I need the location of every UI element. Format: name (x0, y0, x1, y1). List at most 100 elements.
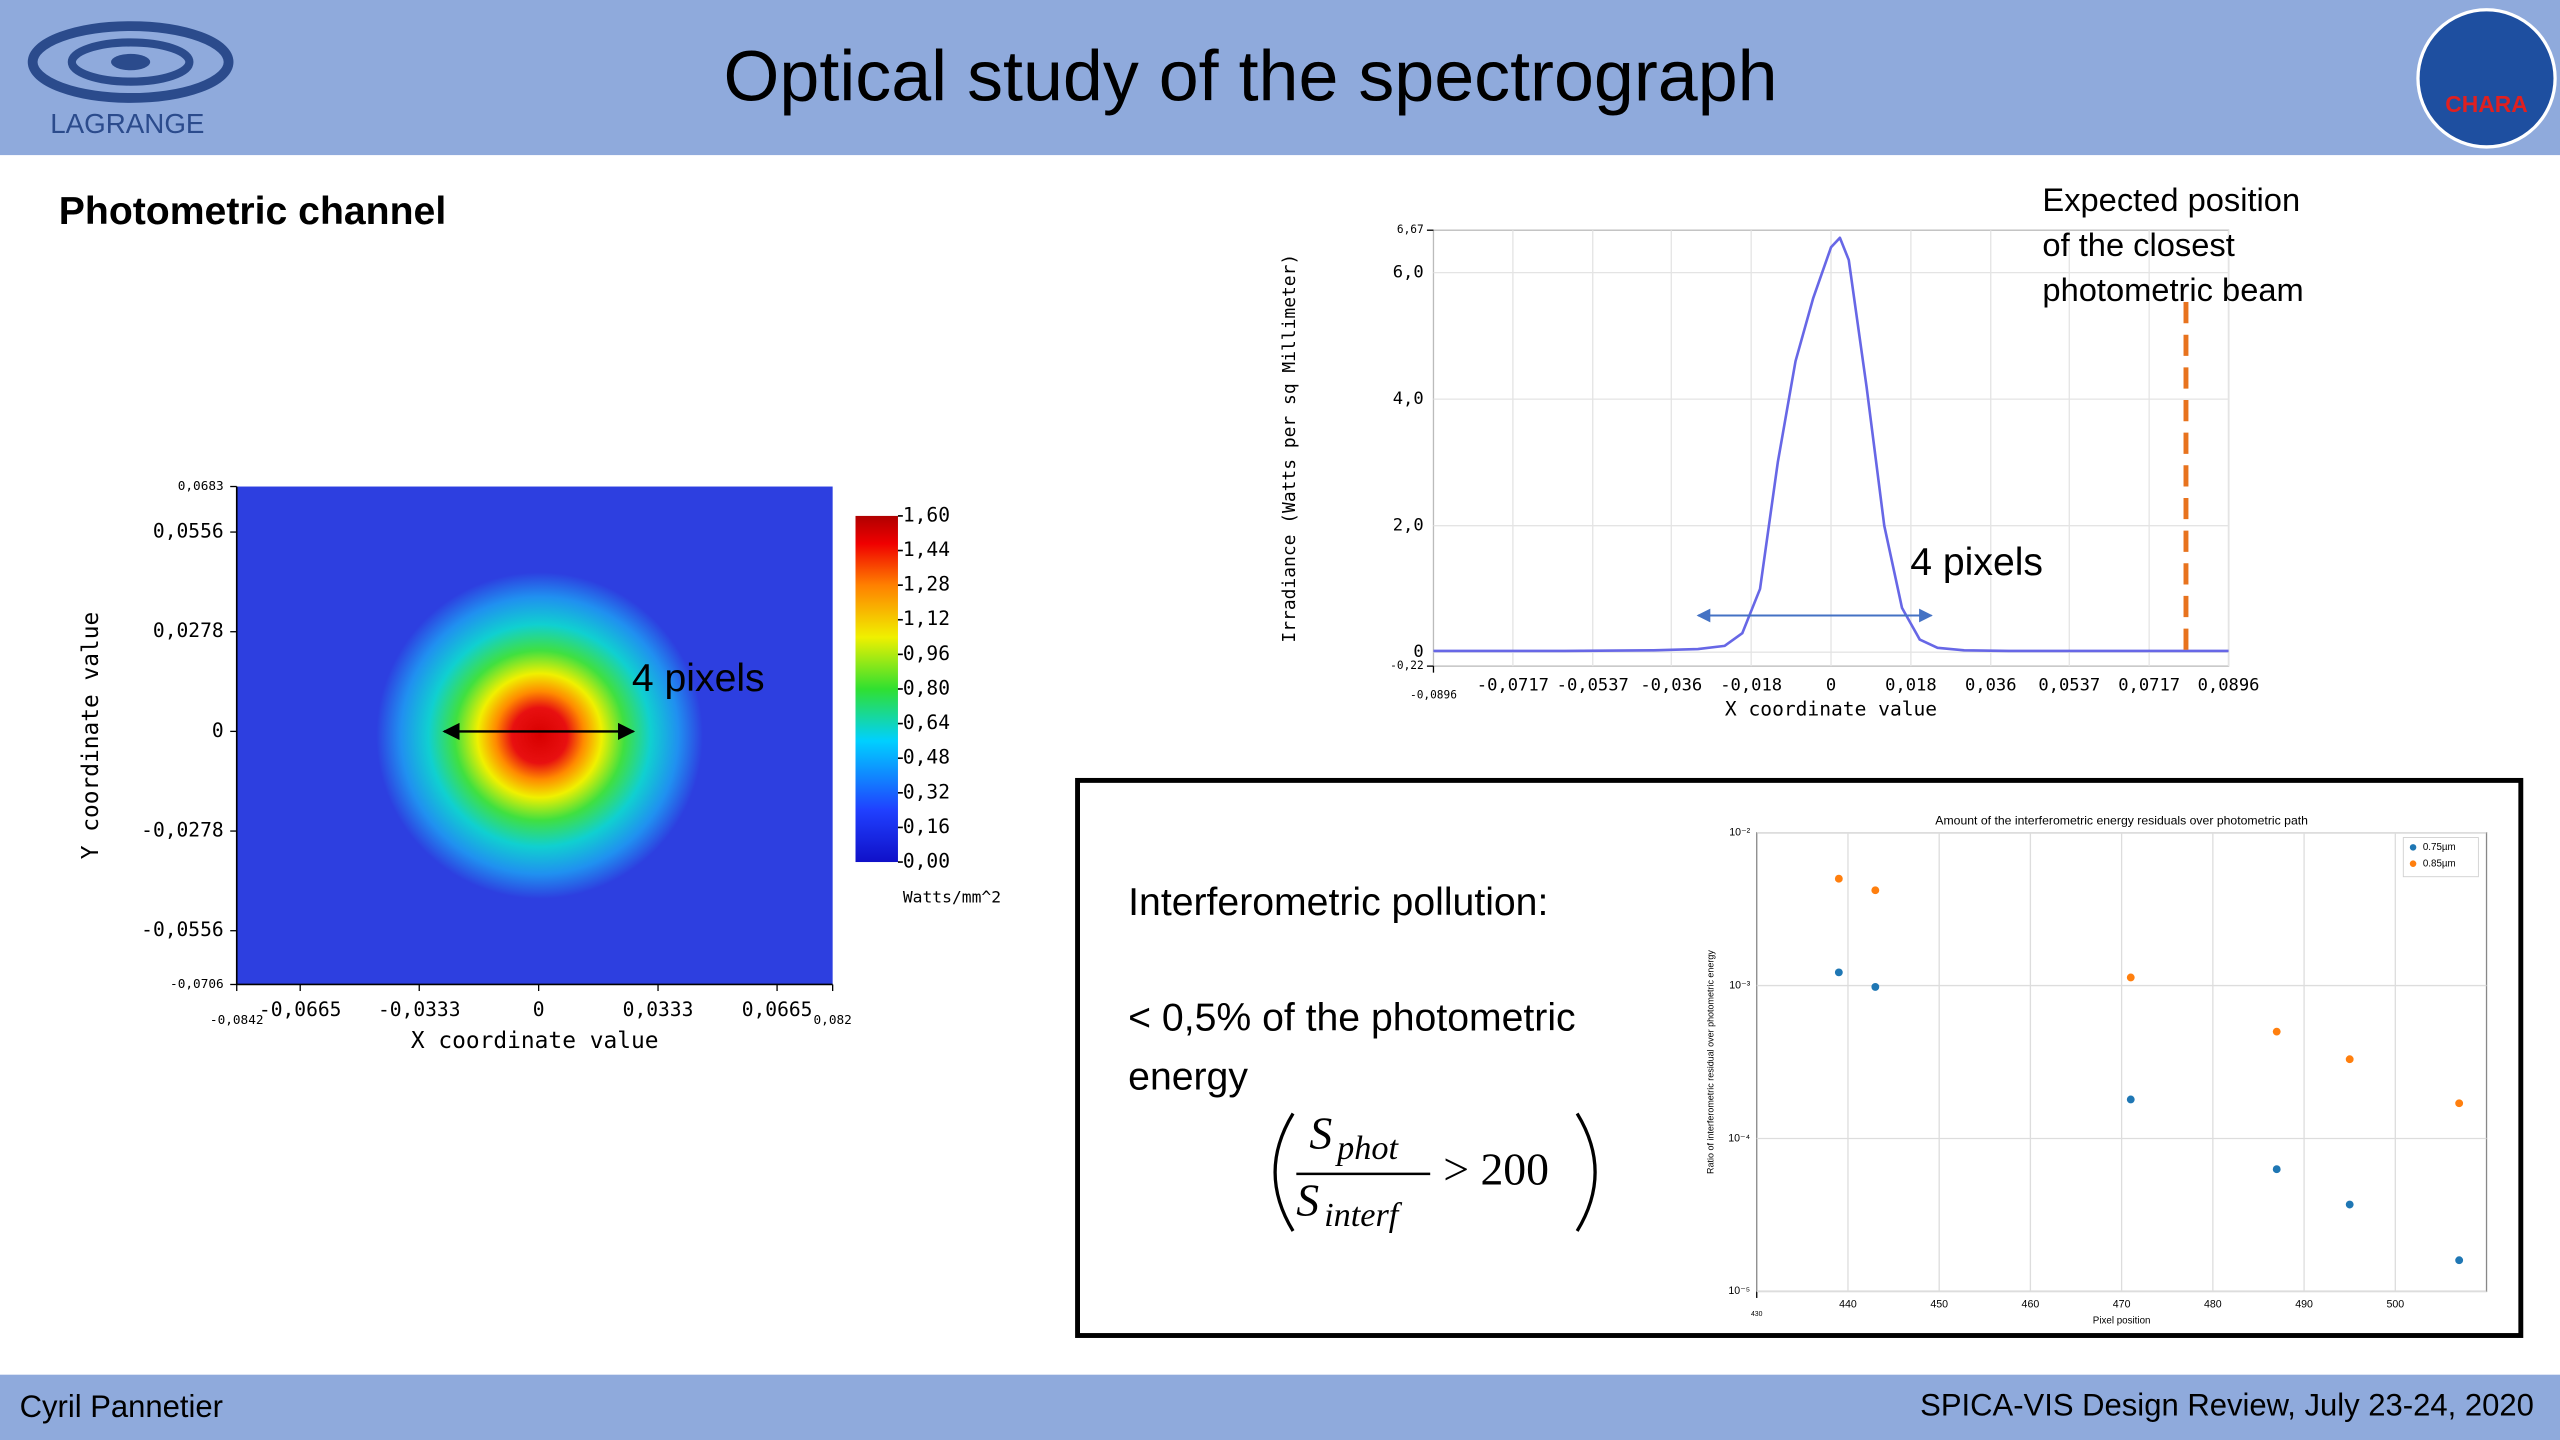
y-axis-label: Ratio of interferometric residual over p… (1705, 950, 1715, 1174)
text-line: energy (1128, 1056, 1248, 1099)
x-tick-label: 0,0896 (2198, 676, 2260, 696)
x-tick-label: -0,036 (1640, 676, 1702, 696)
y-tick-label: 0,0556 (153, 520, 224, 543)
x-tick-label: 0,018 (1885, 676, 1937, 696)
x-axis-label: Pixel position (2093, 1315, 2151, 1326)
x-tick-label: -0,0717 (1477, 676, 1549, 696)
x-tick-label: 0,036 (1965, 676, 2017, 696)
scatter-point (2272, 1165, 2281, 1174)
colorbar-tick-label: 1,28 (903, 573, 950, 596)
y-tick-label: 10⁻⁴ (1728, 1132, 1750, 1144)
colorbar-tick-label: 0,48 (903, 746, 950, 769)
x-axis-label: X coordinate value (1725, 698, 1937, 721)
x-tick-label: 500 (2386, 1298, 2404, 1310)
x-tick-label: -0,0665 (259, 998, 342, 1021)
legend-swatch (2409, 860, 2417, 867)
text-line: < 0,5% of the photometric (1128, 997, 1575, 1040)
logo-left: LAGRANGE (27, 21, 234, 139)
scatter-point (2126, 1095, 2135, 1104)
legend-label: 0.85µm (2423, 858, 2456, 869)
y-tick-label: 10⁻² (1729, 826, 1750, 838)
y-tick-label: -0,0278 (141, 819, 224, 842)
y-tick-label: -0,0556 (141, 918, 224, 941)
scatter-point (2455, 1256, 2464, 1265)
y-tick-label: 0,0278 (153, 619, 224, 642)
y-axis-label: Irradiance (Watts per sq Millimeter) (1279, 254, 1300, 643)
x-tick-label: 460 (2022, 1298, 2040, 1310)
chart-title: Amount of the interferometric energy res… (1935, 813, 2308, 827)
marker-label: photometric beam (2042, 271, 2303, 308)
footer-right: SPICA-VIS Design Review, July 23-24, 202… (1920, 1388, 2534, 1423)
marker-label: Expected position (2042, 181, 2300, 218)
formula-denominator: S (1296, 1174, 1319, 1225)
x-tick-label: 450 (1930, 1298, 1948, 1310)
y-tick-label: 0,0683 (178, 479, 224, 494)
logo-text: CHARA (2445, 91, 2528, 117)
colorbar-tick-label: 1,12 (903, 607, 950, 630)
colorbar-label: Watts/mm^2 (903, 887, 1001, 906)
colorbar-tick-label: 1,44 (903, 538, 950, 561)
scatter-point (1834, 968, 1843, 977)
y-tick-label: 0 (212, 719, 224, 742)
y-tick-label: 6,67 (1397, 223, 1424, 236)
footer-bar (0, 1374, 2560, 1440)
annotation: 4 pixels (1910, 541, 2043, 584)
x-tick-label: 490 (2295, 1298, 2313, 1310)
colorbar-tick-label: 0,64 (903, 711, 950, 734)
legend-swatch (2409, 844, 2417, 851)
x-tick-label: 430 (1751, 1311, 1763, 1318)
x-tick-label: 0,0537 (2038, 676, 2100, 696)
x-tick-label: 480 (2204, 1298, 2222, 1310)
marker-label: of the closest (2042, 226, 2234, 263)
heatmap-spot (376, 572, 703, 899)
formula-denominator-sub: interf (1324, 1196, 1403, 1234)
logo-right: CHARA (2416, 8, 2557, 149)
legend-label: 0.75µm (2423, 842, 2456, 853)
y-tick-label: 0 (1413, 642, 1423, 662)
y-tick-label: 4,0 (1393, 389, 1424, 409)
y-tick-label: 2,0 (1393, 516, 1424, 536)
annotation: 4 pixels (632, 657, 765, 700)
header-bar (0, 0, 2560, 156)
colorbar (855, 515, 898, 863)
colorbar-tick-label: 0,96 (903, 642, 950, 665)
scatter-point (1834, 874, 1843, 883)
x-tick-label: 0,0333 (623, 998, 694, 1021)
x-tick-label: 470 (2113, 1298, 2131, 1310)
x-tick-label: 440 (1839, 1298, 1857, 1310)
x-tick-label: -0,0896 (1410, 689, 1457, 702)
x-tick-label: -0,0537 (1557, 676, 1629, 696)
line-series (1433, 236, 2229, 653)
footer-left: Cyril Pannetier (20, 1389, 223, 1424)
x-tick-label: 0,082 (814, 1013, 852, 1028)
colorbar-tick-label: 0,32 (903, 780, 950, 803)
text-box-frame (1075, 777, 2524, 1338)
x-tick-label: -0,0842 (210, 1013, 264, 1028)
formula-numerator-sub: phot (1335, 1129, 1399, 1167)
colorbar-tick-label: 0,16 (903, 815, 950, 838)
y-axis-label: Y coordinate value (78, 612, 104, 860)
colorbar-tick-label: 0,00 (903, 850, 950, 873)
formula-numerator: S (1309, 1107, 1332, 1158)
scatter-point (2272, 1027, 2281, 1036)
y-tick-label: 10⁻³ (1729, 979, 1750, 991)
scatter-point (2126, 973, 2135, 982)
y-tick-label: -0,22 (1390, 659, 1424, 672)
scatter-point (1871, 886, 1880, 895)
scatter-point (2345, 1200, 2354, 1209)
scatter-point (1871, 983, 1880, 991)
x-tick-label: -0,0333 (378, 998, 461, 1021)
x-tick-label: -0,018 (1720, 676, 1782, 696)
scatter-point (2455, 1099, 2464, 1108)
scatter-point (2345, 1055, 2354, 1064)
legend-frame (2402, 837, 2479, 878)
colorbar-tick-label: 1,60 (903, 503, 950, 526)
text-heading: Interferometric pollution: (1128, 881, 1548, 924)
colorbar-tick-label: 0,80 (903, 676, 950, 699)
page-title: Optical study of the spectrograph (724, 37, 1778, 117)
y-tick-label: 6,0 (1393, 263, 1424, 283)
logo-text: LAGRANGE (50, 108, 204, 139)
x-tick-label: 0 (533, 998, 545, 1021)
